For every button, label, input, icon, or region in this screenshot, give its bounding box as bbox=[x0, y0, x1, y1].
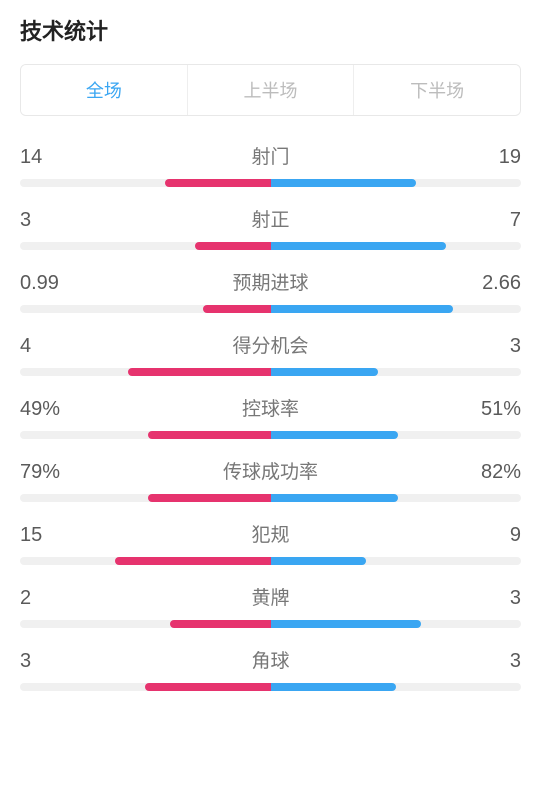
stat-bar bbox=[20, 431, 521, 439]
bar-right-fill bbox=[271, 494, 399, 502]
bar-left-fill bbox=[128, 368, 271, 376]
bar-left-fill bbox=[195, 242, 270, 250]
bar-right-track bbox=[271, 179, 522, 187]
stat-bar bbox=[20, 557, 521, 565]
stat-left-value: 0.99 bbox=[20, 272, 74, 295]
bar-left-fill bbox=[165, 179, 270, 187]
stat-header: 4 得分机会 3 bbox=[20, 331, 521, 358]
stat-bar bbox=[20, 620, 521, 628]
bar-right-track bbox=[271, 368, 522, 376]
stat-row: 3 角球 3 bbox=[20, 646, 521, 691]
bar-right-fill bbox=[271, 179, 416, 187]
stat-left-value: 79% bbox=[20, 461, 74, 484]
tab-second-half[interactable]: 下半场 bbox=[353, 65, 520, 115]
stat-header: 14 射门 19 bbox=[20, 142, 521, 169]
stat-label: 预期进球 bbox=[74, 268, 467, 295]
stat-right-value: 3 bbox=[467, 650, 521, 673]
stat-label: 角球 bbox=[74, 646, 467, 673]
tab-full[interactable]: 全场 bbox=[21, 65, 187, 115]
stat-row: 0.99 预期进球 2.66 bbox=[20, 268, 521, 313]
stat-right-value: 51% bbox=[467, 398, 521, 421]
bar-left-fill bbox=[170, 620, 270, 628]
bar-right-fill bbox=[271, 242, 446, 250]
stat-bar bbox=[20, 683, 521, 691]
bar-right-track bbox=[271, 431, 522, 439]
bar-right-fill bbox=[271, 620, 421, 628]
bar-left-track bbox=[20, 494, 271, 502]
stat-header: 79% 传球成功率 82% bbox=[20, 457, 521, 484]
stat-header: 49% 控球率 51% bbox=[20, 394, 521, 421]
stat-bar bbox=[20, 305, 521, 313]
bar-left-track bbox=[20, 179, 271, 187]
bar-right-track bbox=[271, 305, 522, 313]
bar-left-fill bbox=[145, 683, 270, 691]
bar-left-track bbox=[20, 557, 271, 565]
stat-left-value: 3 bbox=[20, 209, 74, 232]
stat-bar bbox=[20, 494, 521, 502]
bar-left-fill bbox=[148, 494, 271, 502]
bar-right-track bbox=[271, 557, 522, 565]
bar-right-track bbox=[271, 242, 522, 250]
bar-left-track bbox=[20, 683, 271, 691]
stat-header: 3 射正 7 bbox=[20, 205, 521, 232]
stat-header: 3 角球 3 bbox=[20, 646, 521, 673]
bar-left-track bbox=[20, 305, 271, 313]
stat-row: 2 黄牌 3 bbox=[20, 583, 521, 628]
bar-right-track bbox=[271, 494, 522, 502]
stat-row: 4 得分机会 3 bbox=[20, 331, 521, 376]
stat-label: 射门 bbox=[74, 142, 467, 169]
bar-right-fill bbox=[271, 683, 396, 691]
stat-label: 得分机会 bbox=[74, 331, 467, 358]
stat-left-value: 15 bbox=[20, 524, 74, 547]
page-title: 技术统计 bbox=[20, 14, 521, 46]
bar-right-fill bbox=[271, 368, 379, 376]
stat-right-value: 3 bbox=[467, 587, 521, 610]
stat-left-value: 2 bbox=[20, 587, 74, 610]
stat-bar bbox=[20, 242, 521, 250]
period-tabs: 全场 上半场 下半场 bbox=[20, 64, 521, 116]
stat-row: 15 犯规 9 bbox=[20, 520, 521, 565]
bar-right-fill bbox=[271, 557, 366, 565]
stat-right-value: 7 bbox=[467, 209, 521, 232]
stat-label: 传球成功率 bbox=[74, 457, 467, 484]
stat-right-value: 3 bbox=[467, 335, 521, 358]
stat-row: 49% 控球率 51% bbox=[20, 394, 521, 439]
stats-panel: 技术统计 全场 上半场 下半场 14 射门 19 3 射正 7 bbox=[0, 0, 541, 691]
stat-left-value: 3 bbox=[20, 650, 74, 673]
stats-list: 14 射门 19 3 射正 7 0.99 预期进球 bbox=[20, 142, 521, 691]
stat-row: 79% 传球成功率 82% bbox=[20, 457, 521, 502]
stat-right-value: 82% bbox=[467, 461, 521, 484]
stat-header: 2 黄牌 3 bbox=[20, 583, 521, 610]
stat-left-value: 4 bbox=[20, 335, 74, 358]
stat-left-value: 49% bbox=[20, 398, 74, 421]
stat-header: 15 犯规 9 bbox=[20, 520, 521, 547]
stat-label: 犯规 bbox=[74, 520, 467, 547]
stat-label: 射正 bbox=[74, 205, 467, 232]
stat-right-value: 2.66 bbox=[467, 272, 521, 295]
stat-right-value: 9 bbox=[467, 524, 521, 547]
bar-right-track bbox=[271, 683, 522, 691]
bar-right-track bbox=[271, 620, 522, 628]
bar-left-track bbox=[20, 620, 271, 628]
bar-left-fill bbox=[148, 431, 271, 439]
stat-label: 控球率 bbox=[74, 394, 467, 421]
stat-bar bbox=[20, 179, 521, 187]
stat-row: 3 射正 7 bbox=[20, 205, 521, 250]
stat-bar bbox=[20, 368, 521, 376]
bar-left-track bbox=[20, 431, 271, 439]
stat-label: 黄牌 bbox=[74, 583, 467, 610]
bar-left-track bbox=[20, 242, 271, 250]
stat-right-value: 19 bbox=[467, 146, 521, 169]
stat-header: 0.99 预期进球 2.66 bbox=[20, 268, 521, 295]
stat-left-value: 14 bbox=[20, 146, 74, 169]
bar-right-fill bbox=[271, 305, 454, 313]
bar-left-fill bbox=[203, 305, 271, 313]
tab-first-half[interactable]: 上半场 bbox=[187, 65, 354, 115]
stat-row: 14 射门 19 bbox=[20, 142, 521, 187]
bar-left-track bbox=[20, 368, 271, 376]
bar-left-fill bbox=[115, 557, 270, 565]
bar-right-fill bbox=[271, 431, 399, 439]
